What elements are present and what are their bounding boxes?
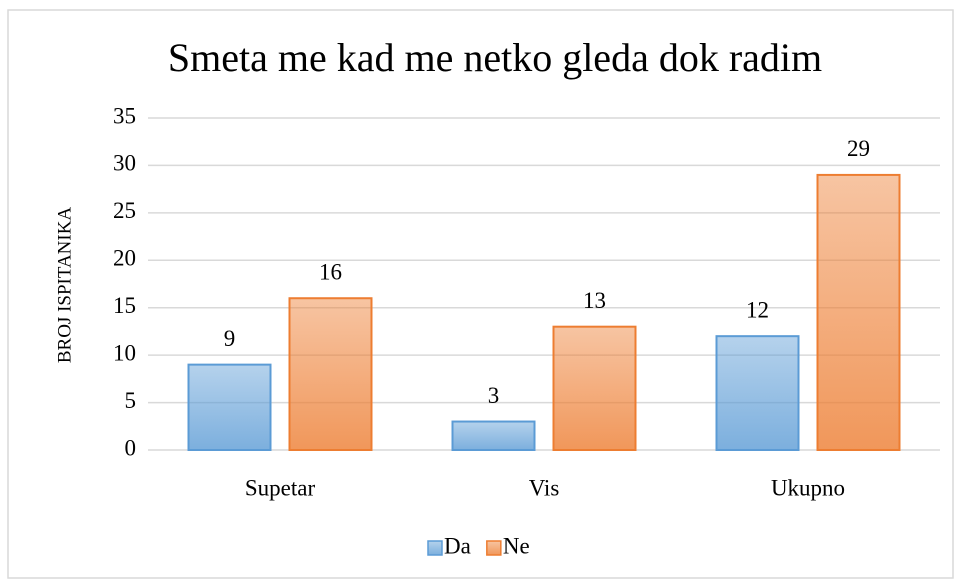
bar <box>288 297 373 451</box>
data-label: 12 <box>746 297 769 322</box>
data-label: 13 <box>583 288 606 313</box>
data-label: 9 <box>224 326 236 351</box>
y-tick-label: 10 <box>113 340 136 365</box>
y-tick-label: 30 <box>113 151 136 176</box>
bar <box>187 363 272 451</box>
bar <box>816 173 901 452</box>
y-tick-label: 25 <box>113 198 136 223</box>
chart-title: Smeta me kad me netko gleda dok radim <box>168 35 822 80</box>
data-label: 16 <box>319 260 342 285</box>
legend-swatch <box>427 540 443 556</box>
legend-label: Ne <box>503 533 530 558</box>
bar <box>715 335 800 451</box>
bar <box>552 325 637 451</box>
legend-swatch <box>486 540 502 556</box>
data-label: 29 <box>847 136 870 161</box>
y-tick-label: 35 <box>113 103 136 128</box>
y-axis-label: BROJ ISPITANIKA <box>54 207 75 364</box>
bar <box>451 420 536 451</box>
y-tick-label: 0 <box>125 435 137 460</box>
y-tick-label: 15 <box>113 293 136 318</box>
x-tick-label: Ukupno <box>771 475 845 500</box>
x-tick-label: Vis <box>529 475 560 500</box>
legend-label: Da <box>444 533 471 558</box>
y-tick-label: 20 <box>113 246 136 271</box>
x-tick-label: Supetar <box>245 475 316 500</box>
y-tick-label: 5 <box>125 388 137 413</box>
data-label: 3 <box>488 383 500 408</box>
chart-border <box>7 9 954 579</box>
